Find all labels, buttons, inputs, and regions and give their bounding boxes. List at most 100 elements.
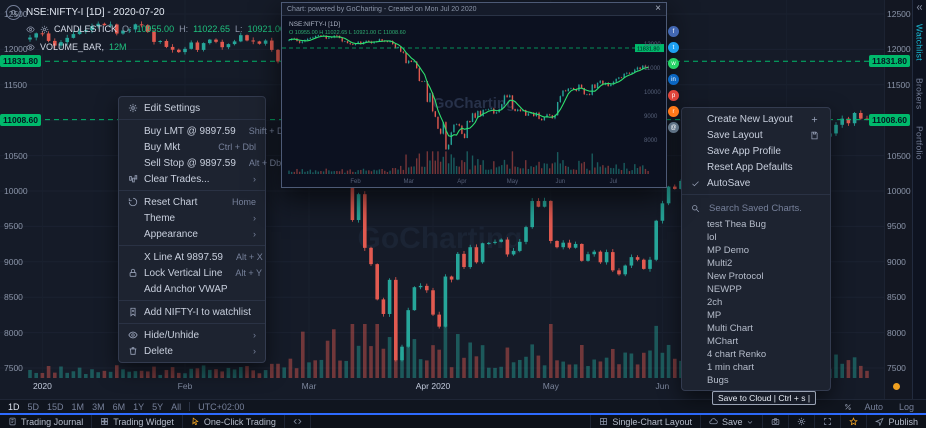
saved-chart-mp[interactable]: MP [707, 310, 722, 321]
menu-item-sell-stop-9897-59[interactable]: Sell Stop @ 9897.59 Alt + Dbl [119, 155, 283, 171]
menu-item-add-anchor-vwap[interactable]: Add Anchor VWAP [119, 281, 265, 297]
notification-dot[interactable] [893, 383, 900, 390]
gear-icon [128, 103, 137, 113]
menu-item-appearance[interactable]: Appearance › [119, 226, 265, 242]
eye-icon[interactable] [26, 43, 35, 52]
svg-text:12000: 12000 [644, 42, 661, 48]
one-click-trading-button[interactable]: One-Click Trading [183, 415, 285, 428]
sidebar-tab-brokers[interactable]: Brokers [914, 77, 925, 110]
timezone-label[interactable]: UTC+02:00 [198, 401, 245, 412]
range-all[interactable]: All [171, 401, 182, 412]
reddit-share-button[interactable]: r [668, 106, 679, 117]
eye-icon [126, 330, 139, 340]
range-1d[interactable]: 1D [8, 401, 20, 412]
sidebar-tab-portfolio[interactable]: Portfolio [914, 126, 925, 161]
close-icon[interactable]: × [655, 3, 661, 14]
saved-chart-mp-demo[interactable]: MP Demo [707, 245, 750, 256]
publish-button[interactable]: Publish [866, 415, 926, 428]
saved-chart-newpp[interactable]: NEWPP [707, 284, 742, 295]
gear-button[interactable] [788, 415, 814, 428]
menu-item-edit-settings[interactable]: Edit Settings [119, 100, 265, 116]
saved-chart-multi-chart[interactable]: Multi Chart [707, 323, 753, 334]
menu-item-delete[interactable]: Delete › [119, 343, 265, 359]
save-button[interactable]: Save [699, 415, 763, 428]
menu-divider [119, 323, 265, 324]
menu-item-clear-trades[interactable]: Clear Trades... › [119, 171, 265, 187]
saved-charts-search [682, 198, 830, 218]
symbol-row: NSE:NIFTY-I [1D] - 2020-07-20 [6, 5, 165, 20]
left-axis-label: 11500 [4, 79, 28, 90]
range-5d[interactable]: 5D [27, 401, 40, 412]
layout-menu-item-create-new-layout[interactable]: Create New Layout [682, 111, 830, 127]
menu-item-reset-chart[interactable]: Reset Chart Home [119, 194, 265, 210]
toggle-auto[interactable]: Auto [864, 401, 883, 412]
menu-item-theme[interactable]: Theme › [119, 210, 265, 226]
saved-chart-test-thea-bug[interactable]: test Thea Bug [707, 219, 766, 230]
saved-chart-bugs[interactable]: Bugs [707, 375, 729, 386]
submenu-arrow-icon: › [253, 174, 256, 184]
grid-icon [600, 418, 608, 425]
gear-icon [797, 417, 806, 426]
email-share-button[interactable]: @ [668, 122, 679, 133]
menu-item-buy-lmt-9897-59[interactable]: Buy LMT @ 9897.59 Shift + Dbl [119, 123, 290, 139]
menu-item-x-line-at-9897-59[interactable]: X Line At 9897.59 Alt + X [119, 249, 265, 265]
saved-chart-4-chart-renko[interactable]: 4 chart Renko [707, 349, 767, 360]
sidebar-tab-watchlist[interactable]: Watchlist [914, 24, 925, 61]
study-volume[interactable]: VOLUME_BAR, 12M [26, 42, 127, 52]
menu-item-lock-vertical-line[interactable]: Lock Vertical Line Alt + Y [119, 265, 265, 281]
collapse-panel-icon[interactable] [915, 3, 924, 12]
gear-icon [40, 25, 49, 33]
trading-journal-button[interactable]: Trading Journal [0, 415, 93, 428]
saved-chart-1-min-chart[interactable]: 1 min chart [707, 362, 754, 373]
chart-share-popup: Chart: powered by GoCharting - Created o… [281, 2, 667, 188]
saved-chart-mchart[interactable]: MChart [707, 336, 739, 347]
ohlc-value: 10955.00 [136, 24, 175, 34]
range-6m[interactable]: 6M [112, 401, 126, 412]
svg-text:9000: 9000 [644, 114, 658, 120]
mini-ohlc-line: O 10955.00 H 11022.65 L 10921.00 C 11008… [289, 30, 406, 36]
svg-text:Mar: Mar [404, 179, 414, 185]
layout-menu-item-reset-app-defaults[interactable]: Reset App Defaults [682, 159, 830, 175]
range-1m[interactable]: 1M [71, 401, 85, 412]
camera-button[interactable] [762, 415, 788, 428]
facebook-share-button[interactable]: f [668, 26, 679, 37]
expand-button[interactable] [814, 415, 840, 428]
pinterest-share-button[interactable]: p [668, 90, 679, 101]
whatsapp-share-button[interactable]: w [668, 58, 679, 69]
saved-chart-new-protocol[interactable]: New Protocol [707, 271, 764, 282]
layout-menu-item-save-app-profile[interactable]: Save App Profile [682, 143, 830, 159]
toggle-log[interactable]: Log [898, 401, 914, 412]
single-chart-layout-button[interactable]: Single-Chart Layout [590, 415, 700, 428]
code-button[interactable] [285, 415, 311, 428]
left-axis-label: 7500 [4, 363, 23, 373]
saved-chart-2ch[interactable]: 2ch [707, 297, 723, 308]
range-1y[interactable]: 1Y [133, 401, 145, 412]
clear-icon [128, 175, 137, 183]
menu-shortcut: Shift + Dbl [248, 126, 291, 136]
eye-icon[interactable] [26, 25, 35, 34]
layout-menu-item-autosave[interactable]: AutoSave [682, 175, 830, 191]
symbol-search-icon[interactable] [6, 5, 21, 20]
layout-menu-item-save-layout[interactable]: Save Layout [682, 127, 830, 143]
percent-scale-icon[interactable] [844, 403, 852, 411]
left-axis-label: 10500 [4, 150, 28, 161]
saved-chart-multi2[interactable]: Multi2 [707, 258, 733, 269]
range-3m[interactable]: 3M [92, 401, 105, 412]
range-15d[interactable]: 15D [47, 401, 64, 412]
right-sidebar: Watchlist Brokers Portfolio [912, 0, 926, 399]
saved-charts-search-input[interactable] [707, 201, 821, 215]
twitter-share-button[interactable]: t [668, 42, 679, 53]
gear-icon[interactable] [40, 25, 49, 34]
ohlc-label: H: [179, 24, 189, 34]
gear-icon [126, 103, 139, 113]
linkedin-share-button[interactable]: in [668, 74, 679, 85]
star-button[interactable] [840, 415, 866, 428]
menu-item-add-nifty-i-to-watchlist[interactable]: Add NIFTY-I to watchlist [119, 304, 265, 320]
menu-item-buy-mkt[interactable]: Buy Mkt Ctrl + Dbl [119, 139, 265, 155]
range-5y[interactable]: 5Y [152, 401, 164, 412]
layout-menu-item-label: Save App Profile [707, 145, 781, 157]
menu-item-hide-unhide[interactable]: Hide/Unhide › [119, 327, 265, 343]
saved-chart-lol[interactable]: lol [707, 232, 717, 243]
trading-widget-button[interactable]: Trading Widget [92, 415, 183, 428]
